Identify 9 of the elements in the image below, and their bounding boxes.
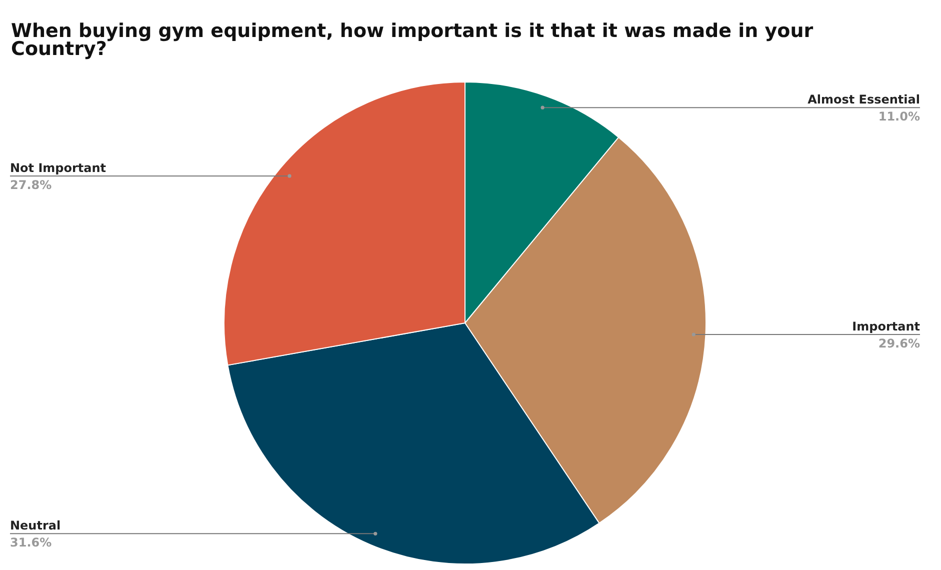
slice-label: Important	[852, 320, 920, 334]
slice-label: Not Important	[10, 160, 106, 175]
slice-label: Neutral	[10, 518, 61, 533]
data-label: 31.6%	[10, 536, 52, 550]
data-label: 29.6%	[878, 336, 920, 351]
data-label: 27.8%	[10, 178, 52, 192]
chart-title: When buying gym equipment, how important is it that it was made in your Country?	[11, 20, 814, 60]
data-label: 11.0%	[878, 110, 920, 124]
slice-label: Almost Essential	[808, 92, 920, 107]
